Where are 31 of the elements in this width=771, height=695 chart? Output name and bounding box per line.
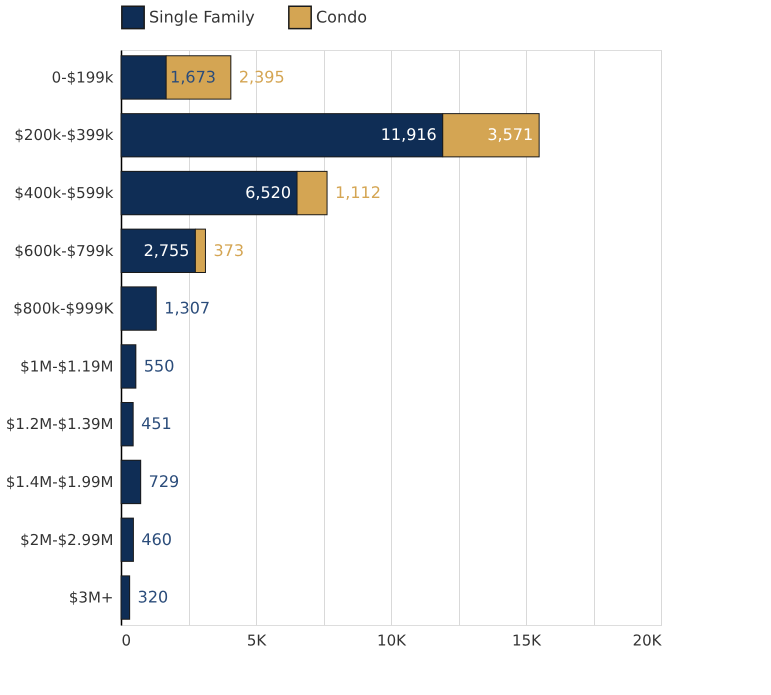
- y-tick-label: $800k-$999K: [13, 300, 115, 318]
- y-tick-label: $3M+: [68, 588, 114, 607]
- x-tick-label: 5K: [246, 632, 268, 650]
- data-label: 6,520: [245, 183, 292, 202]
- x-tick-label: 20K: [632, 632, 663, 650]
- y-tick-label: $600k-$799k: [14, 242, 114, 260]
- x-tick-label: 0: [122, 632, 132, 650]
- legend-label: Condo: [316, 7, 368, 26]
- legend-label: Single Family: [149, 7, 255, 26]
- data-label: 373: [213, 240, 244, 260]
- data-label: 460: [141, 530, 172, 549]
- y-tick-label: $1M-$1.19M: [20, 357, 114, 376]
- data-label: 320: [138, 588, 168, 607]
- y-tick-label: $1.2M-$1.39M: [6, 415, 114, 434]
- data-label: 1,112: [335, 183, 381, 202]
- data-label: 2,755: [144, 240, 190, 260]
- x-tick-label: 10K: [377, 632, 408, 650]
- data-label: 550: [144, 356, 174, 376]
- data-label: 451: [141, 414, 172, 434]
- data-label: 1,307: [164, 298, 210, 318]
- data-label: 3,571: [487, 125, 534, 144]
- data-label: 11,916: [380, 125, 437, 144]
- y-tick-label: $400k-$599k: [14, 184, 114, 202]
- y-tick-label: $200k-$399k: [14, 126, 114, 144]
- y-tick-label: 0-$199k: [52, 68, 114, 86]
- data-label: 1,673: [170, 67, 216, 86]
- y-tick-label: $1.4M-$1.99M: [6, 472, 114, 491]
- data-label: 729: [148, 472, 180, 491]
- y-tick-label: $2M-$2.99M: [20, 530, 114, 549]
- data-label: 2,395: [238, 67, 285, 86]
- x-tick-label: 15K: [512, 632, 542, 650]
